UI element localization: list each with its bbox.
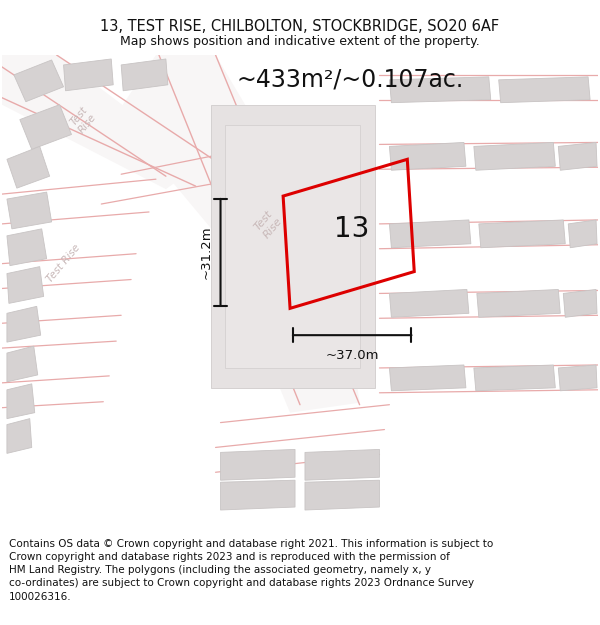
Polygon shape (64, 59, 113, 91)
Text: 13, TEST RISE, CHILBOLTON, STOCKBRIDGE, SO20 6AF: 13, TEST RISE, CHILBOLTON, STOCKBRIDGE, … (100, 19, 500, 34)
Polygon shape (7, 146, 50, 188)
Polygon shape (389, 77, 491, 102)
Polygon shape (221, 480, 295, 510)
Polygon shape (20, 104, 71, 149)
Polygon shape (305, 449, 379, 480)
Polygon shape (389, 220, 471, 248)
Polygon shape (211, 104, 374, 388)
Polygon shape (7, 384, 35, 419)
Polygon shape (2, 55, 200, 189)
Polygon shape (14, 60, 64, 102)
Polygon shape (7, 346, 38, 382)
Polygon shape (477, 289, 560, 318)
Polygon shape (559, 142, 597, 170)
Text: Test
Rise: Test Rise (68, 104, 99, 135)
Polygon shape (389, 142, 466, 170)
Polygon shape (7, 229, 47, 266)
Polygon shape (221, 449, 295, 480)
Text: Test
Rise: Test Rise (253, 208, 284, 240)
Polygon shape (474, 142, 556, 170)
Polygon shape (389, 365, 466, 391)
Text: Test Rise: Test Rise (45, 242, 82, 284)
Polygon shape (116, 55, 359, 413)
Polygon shape (474, 365, 556, 391)
Polygon shape (389, 289, 469, 318)
Polygon shape (563, 289, 597, 318)
Text: ~433m²/~0.107ac.: ~433m²/~0.107ac. (236, 68, 463, 92)
Polygon shape (7, 192, 52, 229)
Polygon shape (305, 480, 379, 510)
Polygon shape (499, 77, 590, 102)
Text: Map shows position and indicative extent of the property.: Map shows position and indicative extent… (120, 36, 480, 48)
Polygon shape (7, 306, 41, 342)
Polygon shape (7, 267, 44, 303)
Polygon shape (479, 220, 565, 248)
Polygon shape (7, 419, 32, 453)
Polygon shape (226, 124, 359, 368)
Polygon shape (121, 59, 168, 91)
Text: ~37.0m: ~37.0m (325, 349, 379, 362)
Polygon shape (559, 365, 597, 391)
Text: 13: 13 (334, 215, 370, 243)
Polygon shape (568, 220, 597, 248)
Text: Contains OS data © Crown copyright and database right 2021. This information is : Contains OS data © Crown copyright and d… (9, 539, 493, 601)
Text: ~31.2m: ~31.2m (200, 226, 212, 279)
